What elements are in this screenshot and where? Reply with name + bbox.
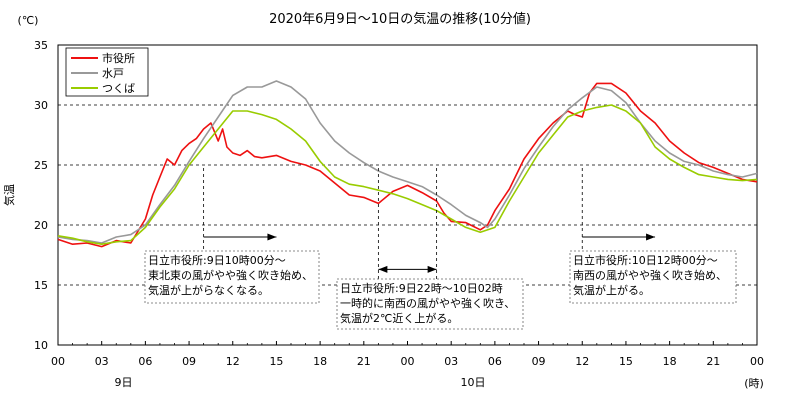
x-tick-label: 15 [619,355,633,368]
annotation-1: 日立市役所:9日22時～10日02時一時的に南西の風がやや強く吹き、気温が2℃近… [336,168,524,330]
x-tick-label: 18 [313,355,327,368]
x-tick-label: 12 [575,355,589,368]
x-tick-label: 00 [51,355,65,368]
x-tick-label: 00 [401,355,415,368]
day-label: 9日 [115,376,133,389]
series-line-0 [57,82,758,248]
legend-label-0: 市役所 [102,51,135,65]
annotation-text: 東北東の風がやや強く吹き始め、 [148,268,313,282]
arrow-head [378,265,388,273]
y-unit-label: (℃) [18,14,39,27]
annotation-2: 日立市役所:10日12時00分～南西の風がやや強く吹き始め、気温が上がる。 [569,168,737,304]
x-tick-label: 09 [532,355,546,368]
arrow-head [267,233,277,241]
x-tick-label: 21 [357,355,371,368]
x-tick-label: 12 [226,355,240,368]
annotation-text: 日立市役所:9日10時00分～ [148,253,286,267]
series-layer [57,80,758,248]
x-tick-label: 09 [182,355,196,368]
y-tick-label: 10 [34,339,48,352]
annotation-text: 気温が2℃近く上がる。 [340,311,458,325]
chart-title: 2020年6月9日～10日の気温の推移(10分値) [269,11,531,27]
annotation-text: 日立市役所:9日22時～10日02時 [340,281,503,295]
series-line-2 [57,104,758,245]
y-tick-label: 20 [34,219,48,232]
annotation-text: 日立市役所:10日12時00分～ [573,253,718,267]
annotation-text: 一時的に南西の風がやや強く吹き、 [340,296,515,310]
series-line-1 [57,80,758,244]
annotation-layer: 日立市役所:9日10時00分～東北東の風がやや強く吹き始め、気温が上がらなくなる… [144,168,737,330]
annotation-text: 気温が上がる。 [573,283,650,297]
x-unit-label: (時) [744,377,764,390]
annotation-text: 南西の風がやや強く吹き始め、 [573,268,727,282]
annotation-box [336,278,524,330]
legend-label-1: 水戸 [102,67,124,80]
x-tick-label: 15 [269,355,283,368]
y-tick-label: 25 [34,159,48,172]
legend-label-2: つくば [102,82,135,95]
arrow-head [646,233,656,241]
x-tick-label: 21 [706,355,720,368]
annotation-text: 気温が上がらなくなる。 [148,283,269,297]
y-tick-label: 30 [34,99,48,112]
x-tick-label: 18 [663,355,677,368]
x-tick-label: 06 [488,355,502,368]
x-tick-label: 00 [750,355,764,368]
axes-layer: 10 15 20 25 30 35 00 03 06 09 12 15 18 21 00 03 06 09 12 15… [34,39,764,389]
y-axis-label: 気温 [2,184,16,206]
annotation-box [569,250,737,304]
y-tick-label: 15 [34,279,48,292]
x-tick-label: 03 [95,355,109,368]
day-label: 10日 [461,376,486,389]
annotation-0: 日立市役所:9日10時00分～東北東の風がやや強く吹き始め、気温が上がらなくなる… [144,168,320,304]
x-tick-label: 06 [138,355,152,368]
annotation-box [144,250,320,304]
y-tick-label: 35 [34,39,48,52]
arrow-head [427,265,437,273]
x-tick-label: 03 [444,355,458,368]
